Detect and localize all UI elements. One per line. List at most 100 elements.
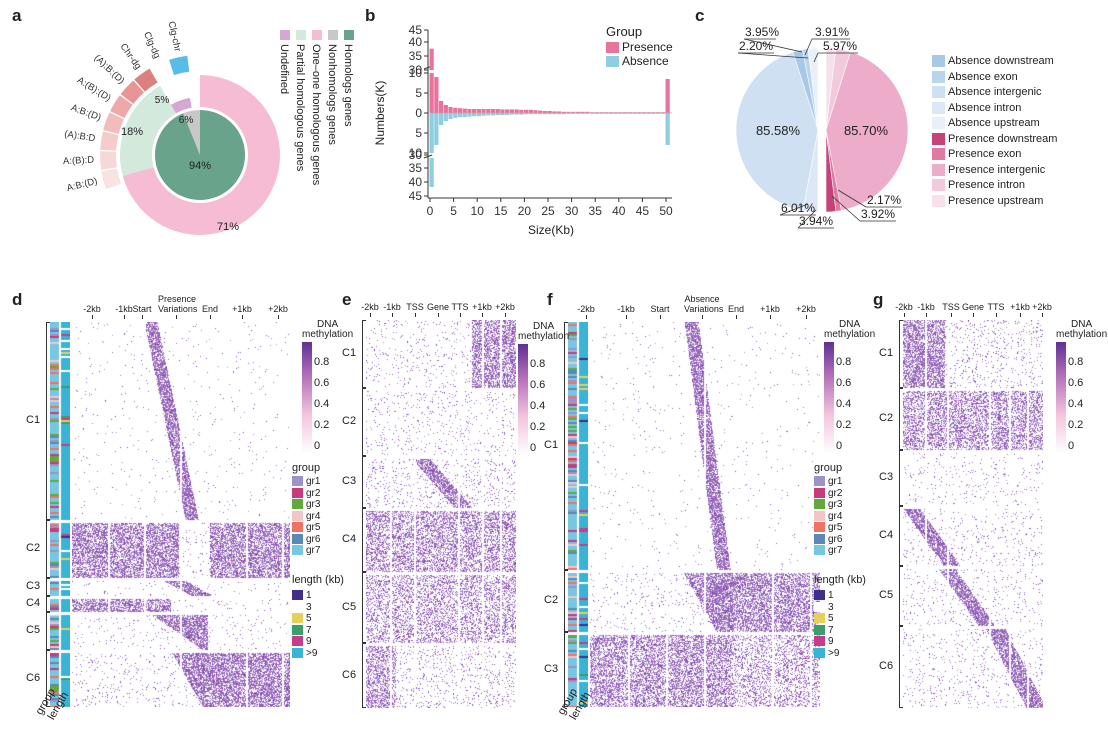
bar-presence [495, 109, 500, 113]
bar-absence [457, 113, 463, 117]
presence-label: Presence [622, 40, 673, 54]
label-absence-intron: 6.01% [781, 201, 815, 215]
g-col-header: TSS [942, 302, 960, 312]
label-presence-exon: 2.17% [867, 193, 901, 207]
legend-label: Absence intergenic [948, 86, 1042, 98]
label-nonhomologs-pct: 6% [179, 115, 194, 126]
panel-label-d: d [12, 290, 23, 309]
bar-presence [556, 111, 562, 113]
y-tick-label: 30 [409, 148, 423, 162]
e-dna-tick: 0 [530, 442, 537, 454]
slice-presence-intergenic [825, 51, 909, 211]
legend-label: Presence intron [948, 179, 1026, 191]
bar-absence [556, 113, 562, 115]
f-length-item: 3 [814, 602, 834, 613]
g-col-header: Gene [961, 302, 985, 312]
f-group-item: gr5 [814, 522, 842, 533]
legend-item: Presence intergenic [932, 163, 1057, 179]
bar-absence [523, 113, 529, 115]
f-length-item: >9 [814, 648, 839, 659]
bar-absence [500, 113, 505, 115]
cluster-bracket [564, 632, 568, 707]
label-absence-upstream: 3.94% [799, 214, 833, 228]
f-dna-colorbar [824, 342, 834, 454]
g-dna-tick: 0.4 [1068, 398, 1084, 410]
fan-label: (A):B:(D) [92, 53, 127, 87]
fan-label: A:(B):(D) [75, 75, 113, 104]
y-tick-label: 40 [409, 175, 423, 189]
heatmap-g [903, 320, 1043, 708]
cluster-bracket [362, 643, 366, 708]
legend-swatch [312, 30, 322, 40]
legend-swatch [932, 179, 945, 192]
legend-item: Presence upstream [932, 194, 1057, 210]
d-cluster-label: C1 [26, 414, 41, 426]
e-col-header: TTS [451, 302, 469, 312]
f-group-item: gr3 [814, 499, 842, 510]
bar-presence [585, 111, 590, 113]
d-length-item: 1 [292, 590, 312, 601]
bar-absence [552, 113, 557, 115]
bar-presence [665, 79, 670, 113]
e-dna-title: DNA methylation [518, 321, 570, 342]
bar-presence [476, 109, 481, 113]
label-presence-intron: 5.97% [823, 39, 857, 53]
legend-swatch [932, 163, 945, 176]
bar-presence [486, 109, 491, 113]
bar-presence [523, 109, 529, 113]
bar-absence [429, 158, 434, 187]
g-dna-tick: 0 [1068, 440, 1075, 452]
bar-absence [514, 113, 519, 115]
g-cluster-label: C5 [879, 589, 894, 601]
panel-b-legend-presence: Presence [606, 40, 673, 54]
d-group-item: gr2 [292, 488, 320, 499]
f-col-header: -1kb [617, 304, 635, 314]
fan-label: A:(B):D [63, 155, 95, 167]
x-tick-label: 45 [636, 204, 650, 218]
d-cluster-label: C6 [26, 671, 41, 684]
bar-absence [434, 113, 439, 145]
f-dna-title: DNA methylation [824, 319, 876, 340]
bar-presence [457, 108, 463, 113]
slice-presence-downstream [825, 129, 837, 213]
cluster-bracket [899, 506, 903, 566]
bar-presence [533, 110, 538, 113]
bar-absence [533, 113, 538, 115]
d-group-title: group [292, 462, 321, 474]
fan-segment [101, 168, 122, 190]
f-col-header: +2kb [796, 304, 816, 314]
label-presence-intergenic: 85.70% [844, 123, 889, 138]
cluster-bracket [564, 322, 568, 570]
bar-presence [542, 111, 548, 113]
legend-swatch [932, 194, 945, 207]
legend-swatch [932, 148, 945, 161]
slice-absence-intergenic [735, 51, 819, 211]
bar-presence [429, 73, 434, 113]
fan-label: Chr-dg [118, 42, 144, 72]
f-length-item: 7 [814, 625, 834, 636]
fan-label: Clg-chr [166, 20, 183, 52]
legend-label: Homologs genes [342, 44, 354, 127]
e-cluster-label: C2 [342, 415, 357, 427]
panel-label-f: f [547, 290, 553, 309]
d-cluster-label: C2 [26, 542, 41, 554]
cluster-bracket [564, 570, 568, 632]
legend-swatch [932, 55, 945, 68]
label-absence-intergenic: 85.58% [756, 123, 801, 138]
e-cluster-label: C5 [342, 600, 357, 613]
panel-label-g: g [873, 290, 884, 309]
bar-presence [453, 107, 458, 113]
e-col-header: +1kb [472, 302, 492, 312]
g-cluster-label: C2 [879, 412, 894, 424]
label-one-one-pct: 71% [217, 221, 239, 233]
e-col-header: Gene [426, 302, 450, 312]
legend-label: Absence downstream [948, 55, 1054, 67]
bar-absence [495, 113, 500, 115]
cluster-bracket [46, 596, 50, 612]
e-cluster-label: C6 [342, 668, 357, 681]
bar-absence [438, 113, 444, 125]
legend-label: Absence intron [948, 101, 1022, 114]
g-col-header: -1kb [917, 302, 935, 312]
e-dna-tick: 0.6 [530, 379, 546, 391]
heatmap-f [590, 322, 820, 707]
